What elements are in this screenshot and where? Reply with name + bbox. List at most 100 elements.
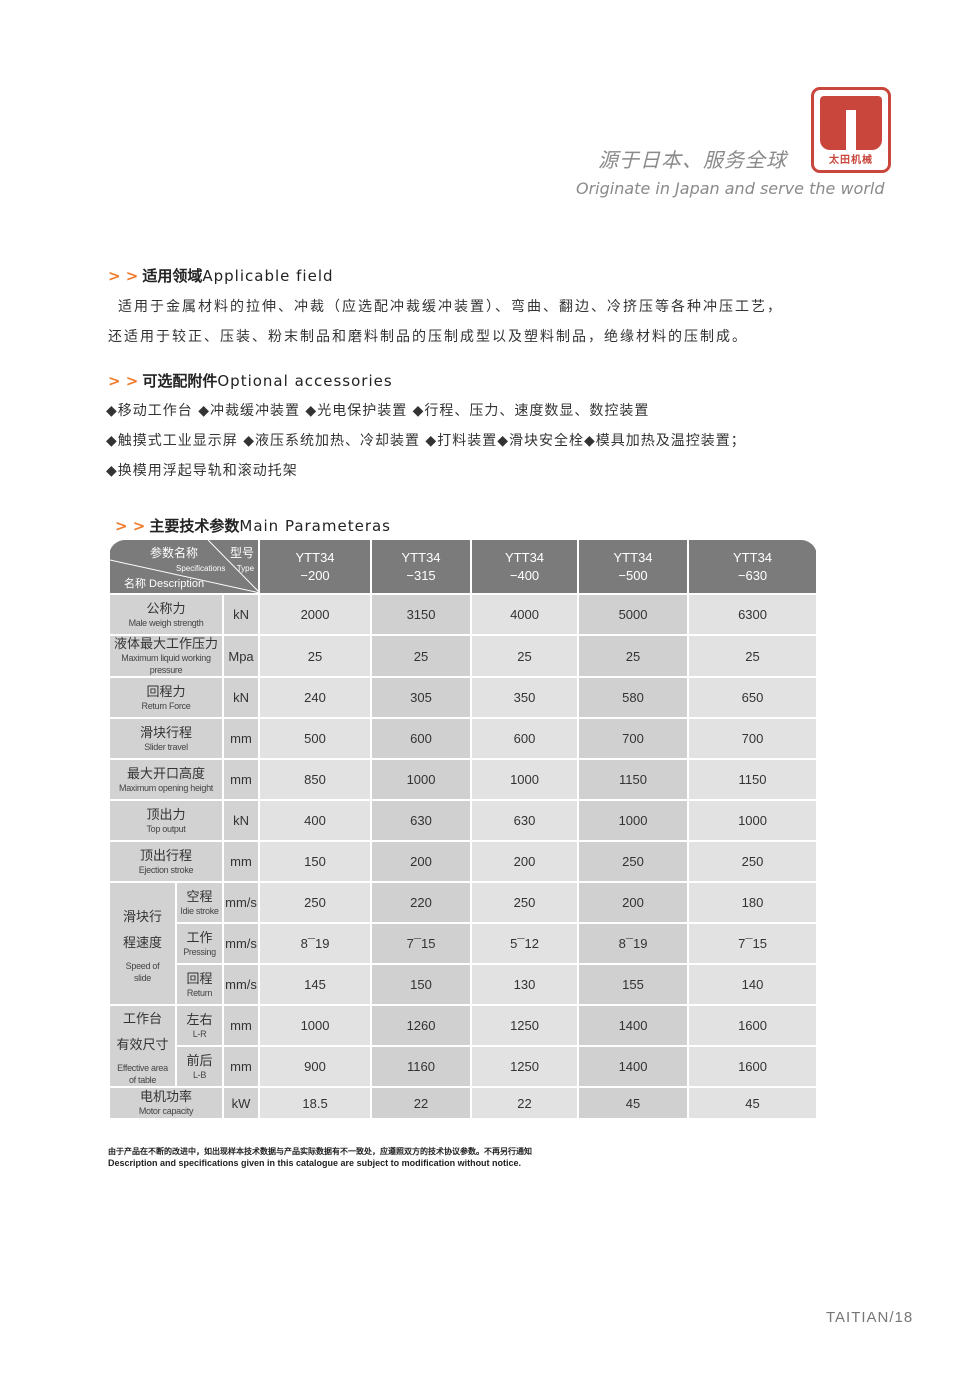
table-row: 工作 Pressing mm/s 8¯19 7¯15 5¯12 8¯19 7¯15 <box>109 922 819 965</box>
label-en: Pressing <box>183 946 216 957</box>
applicable-text-line2: 还适用于较正、压装、粉末制品和磨料制品的压制成型以及塑料制品，绝缘材料的压制成。 <box>108 329 748 345</box>
row-label: 电机功率 Motor capacity <box>108 1086 224 1118</box>
corner-type-en: Type <box>236 564 255 573</box>
value-cell: 580 <box>577 676 690 719</box>
applicable-field-heading: > > 适用领域Applicable field <box>108 265 334 286</box>
label-en: Ejection stroke <box>138 864 194 875</box>
value-cell: 1260 <box>370 1004 473 1047</box>
unit-cell: mm/s <box>221 922 261 965</box>
value-cell: 1400 <box>577 1004 690 1047</box>
value-cell: 1600 <box>687 1045 819 1088</box>
model-size: −400 <box>509 567 540 583</box>
parameters-table: 参数名称 Specifications 型号 Type 名称 Descripti… <box>107 540 819 1118</box>
value-cell: 900 <box>258 1045 373 1088</box>
value-cell: 250 <box>258 881 373 924</box>
note-chinese: 由于产品在不断的改进中，如出现样本技术数据与产品实际数据有不一致处，应遵照双方的… <box>108 1147 532 1156</box>
label-cn: 左右 <box>186 1011 213 1027</box>
header-corner-cell: 参数名称 Specifications 型号 Type 名称 Descripti… <box>107 540 261 595</box>
label-cn: 空程 <box>186 888 213 904</box>
label-cn: 滑块行程 <box>139 724 192 740</box>
label-cn: 回程 <box>186 970 213 986</box>
value-cell: 140 <box>687 963 819 1006</box>
value-cell: 1150 <box>687 758 819 801</box>
value-cell: 850 <box>258 758 373 801</box>
value-cell: 600 <box>470 717 580 760</box>
model-header-cell: YTT34 −200 <box>258 540 373 595</box>
value-cell: 250 <box>470 881 580 924</box>
slogan-english: Originate in Japan and serve the world <box>576 179 885 198</box>
sub-label: 前后 L-B <box>175 1045 224 1088</box>
value-cell: 2000 <box>258 593 373 636</box>
value-cell: 25 <box>577 634 690 678</box>
label-en: L-R <box>192 1028 207 1039</box>
sub-label: 回程 Return <box>175 963 224 1006</box>
table-row: 顶出行程 Ejection stroke mm 150 200 200 250 250 <box>108 840 819 883</box>
label-cn: 电机功率 <box>139 1089 192 1104</box>
value-cell: 3150 <box>370 593 473 636</box>
value-cell: 45 <box>687 1086 819 1118</box>
row-label: 滑块行程 Slider travel <box>108 717 224 760</box>
company-logo: 太田机械 <box>811 87 891 173</box>
model-size: −200 <box>300 567 330 583</box>
label-cn: 顶出力 <box>146 806 186 822</box>
value-cell: 250 <box>577 840 690 883</box>
corner-type-cn: 型号 <box>230 546 255 560</box>
model-name: YTT34 <box>401 549 441 565</box>
group-label-cn: 工作台 有效尺寸 <box>116 1011 169 1052</box>
note-english: Description and specifications given in … <box>108 1158 522 1168</box>
label-en: Top output <box>146 823 186 834</box>
table-row: 顶出力 Top output kN 400 630 630 1000 1000 <box>108 799 819 842</box>
table-row: 公称力 Male weigh strength kN 2000 3150 4000 5000… <box>108 593 819 636</box>
value-cell: 305 <box>370 676 473 719</box>
value-cell: 650 <box>687 676 819 719</box>
value-cell: 1000 <box>687 799 819 842</box>
value-cell: 1150 <box>577 758 690 801</box>
sub-label: 左右 L-R <box>175 1004 224 1047</box>
unit-cell: mm <box>221 1004 261 1047</box>
table-row: 回程力 Return Force kN 240 305 350 580 650 <box>108 676 819 719</box>
group-label-en: Effective area of table <box>117 1063 168 1085</box>
value-cell: 45 <box>577 1086 690 1118</box>
unit-cell: mm <box>221 840 261 883</box>
value-cell: 1000 <box>258 1004 373 1047</box>
row-label: 顶出行程 Ejection stroke <box>108 840 224 883</box>
table-header-row: 参数名称 Specifications 型号 Type 名称 Descripti… <box>107 540 819 595</box>
value-cell: 350 <box>470 676 580 719</box>
unit-cell: kW <box>221 1086 261 1118</box>
value-cell: 600 <box>370 717 473 760</box>
model-header-cell: YTT34 −630 <box>687 540 819 595</box>
accessories-line2: ◆触摸式工业显示屏 ◆液压系统加热、冷却装置 ◆打料装置◆滑块安全栓◆模具加热及… <box>106 433 746 449</box>
model-name: YTT34 <box>295 549 335 565</box>
value-cell: 700 <box>687 717 819 760</box>
main-parameters-heading: > > 主要技术参数Main Parameteras <box>115 515 391 536</box>
value-cell: 1000 <box>370 758 473 801</box>
model-name: YTT34 <box>505 549 545 565</box>
heading-en: Optional accessories <box>217 372 393 390</box>
model-size: −500 <box>618 567 648 583</box>
value-cell: 220 <box>370 881 473 924</box>
label-en: Return <box>186 987 213 998</box>
slogan-chinese: 源于日本、服务全球 <box>598 148 787 172</box>
value-cell: 22 <box>370 1086 473 1118</box>
row-label: 回程力 Return Force <box>108 676 224 719</box>
model-name: YTT34 <box>733 549 773 565</box>
label-cn: 公称力 <box>146 600 186 616</box>
label-en: Male weigh strength <box>128 617 204 628</box>
value-cell: 25 <box>370 634 473 678</box>
unit-cell: kN <box>221 799 261 842</box>
value-cell: 25 <box>687 634 819 678</box>
label-en: Motor capacity <box>138 1106 194 1116</box>
label-en: Maximum opening height <box>119 782 213 793</box>
table-row: 工作台 有效尺寸 Effective area of table 左右 L-R mm 10… <box>108 1004 819 1088</box>
value-cell: 1250 <box>470 1004 580 1047</box>
unit-cell: mm <box>221 717 261 760</box>
heading-cn: 适用领域 <box>142 267 203 285</box>
corner-description: 名称 Description <box>124 578 205 590</box>
value-cell: 1000 <box>577 799 690 842</box>
value-cell: 630 <box>470 799 580 842</box>
value-cell: 8¯19 <box>258 922 373 965</box>
value-cell: 4000 <box>470 593 580 636</box>
table-row: 回程 Return mm/s 145 150 130 155 140 <box>109 963 819 1006</box>
heading-en: Main Parameteras <box>239 517 391 535</box>
value-cell: 1000 <box>470 758 580 801</box>
